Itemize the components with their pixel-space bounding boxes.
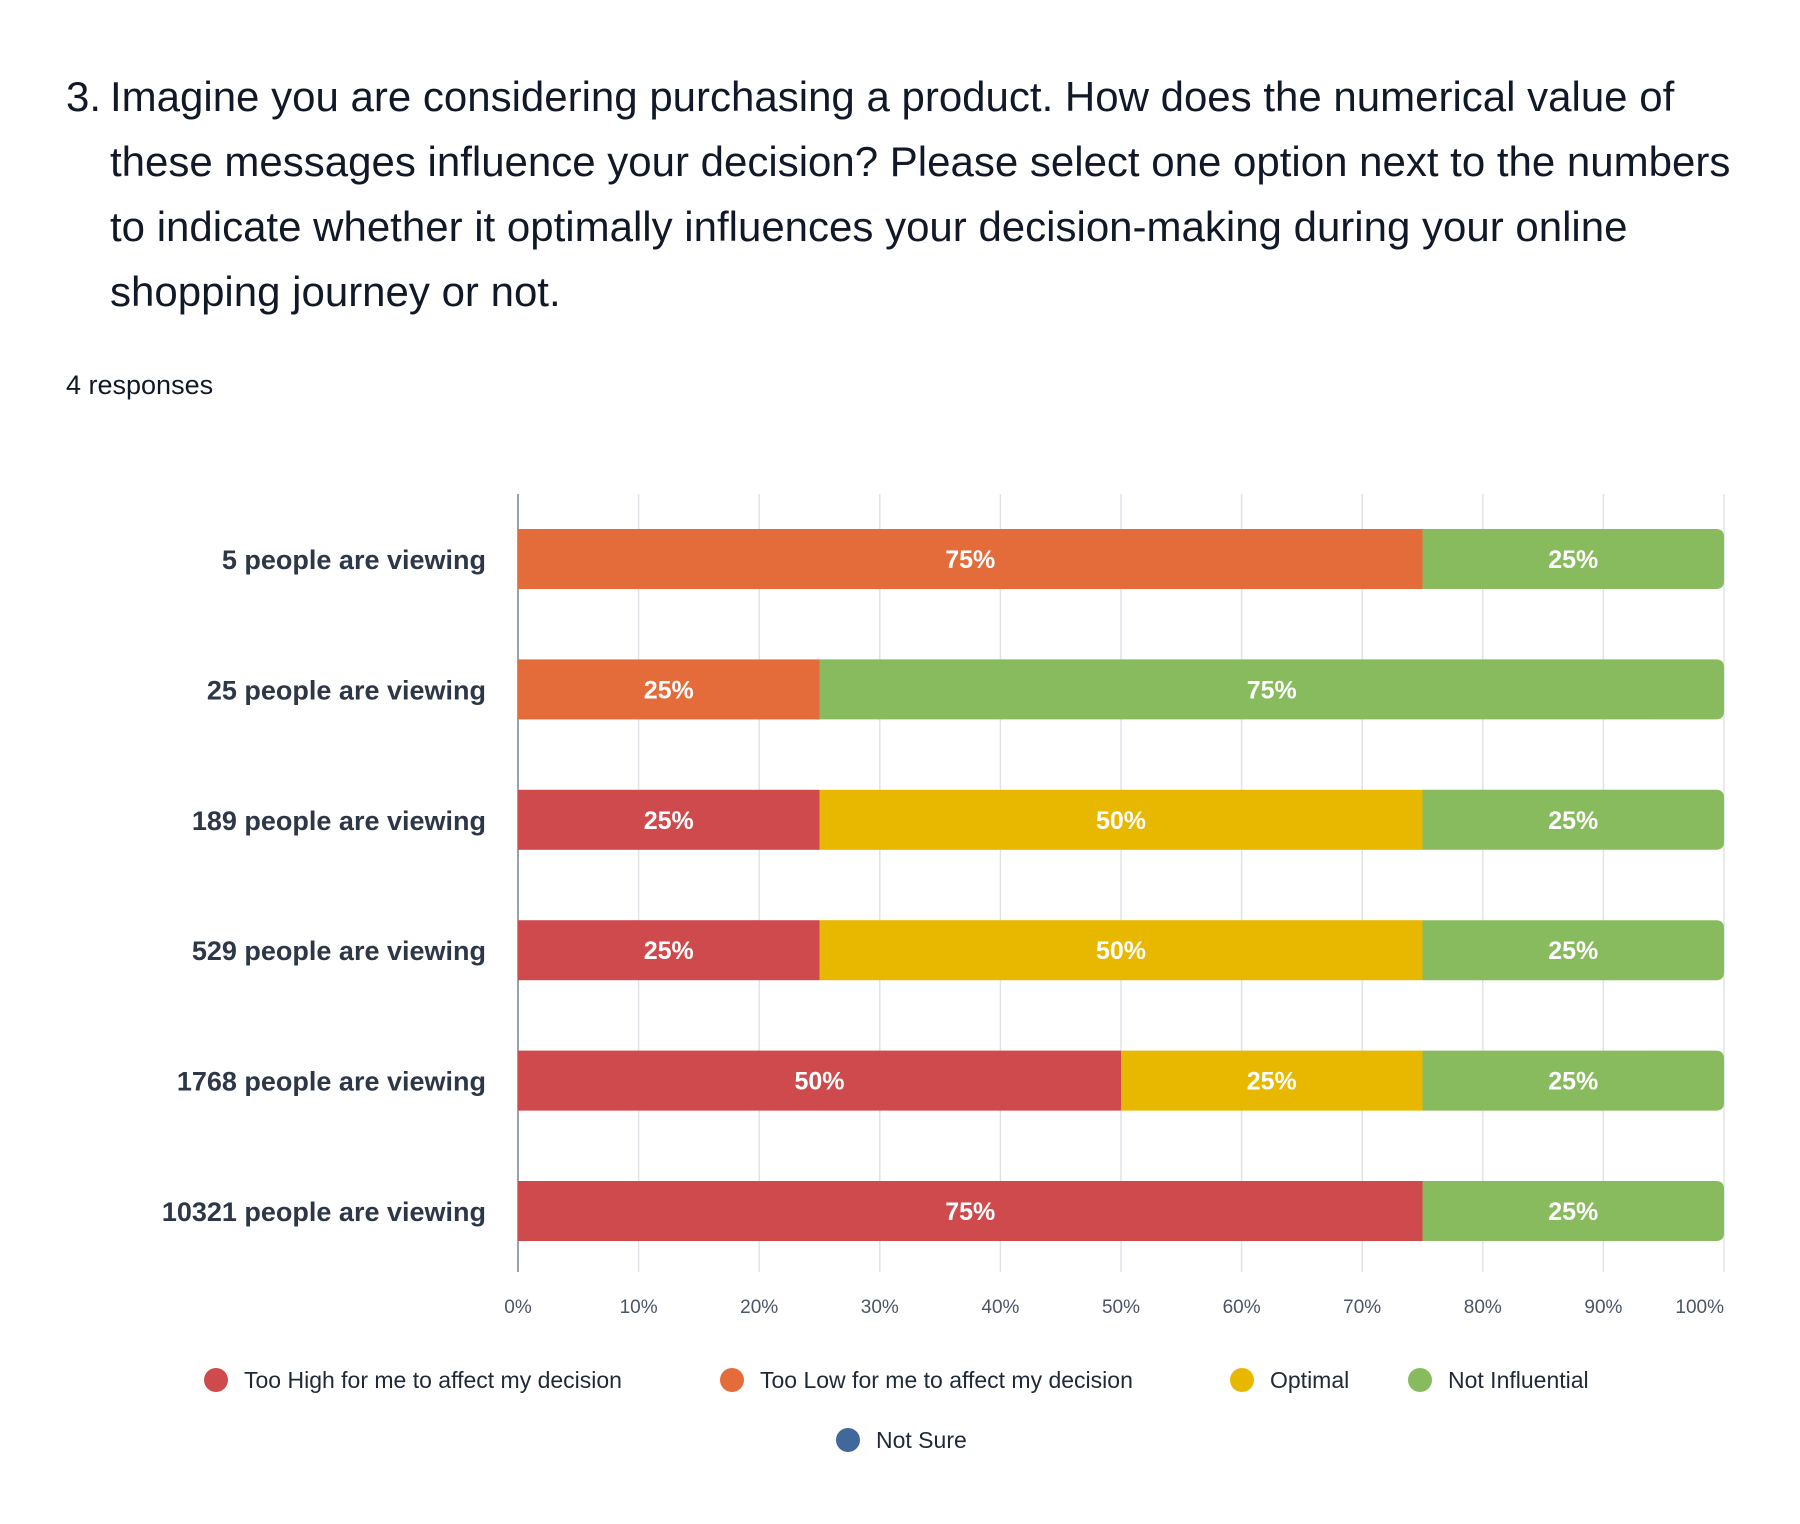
legend-item[interactable]: Not Influential	[1408, 1367, 1589, 1393]
bar-segment	[1422, 789, 1724, 850]
bars: 75% 25% 25% 75% 25% 50% 25% 25% 50% 25% 50% 25% 25% 7…	[518, 529, 1724, 1241]
question-text: Imagine you are considering purchasing a…	[110, 73, 1731, 315]
data-label: 25%	[644, 676, 694, 704]
legend-label: Too High for me to affect my decision	[244, 1367, 622, 1393]
data-label: 50%	[1096, 807, 1146, 835]
data-label: 25%	[1548, 807, 1598, 835]
x-tick-label: 70%	[1343, 1297, 1381, 1318]
bar-segment	[518, 1181, 1423, 1241]
category-label: 10321 people are viewing	[162, 1197, 486, 1227]
bar-segment	[518, 789, 820, 850]
data-label: 50%	[794, 1068, 844, 1096]
bar-segment	[1422, 1181, 1724, 1241]
question-number: 3.	[66, 73, 102, 120]
x-tick-label: 10%	[620, 1297, 658, 1318]
bar-segment	[1422, 1050, 1724, 1111]
category-label: 529 people are viewing	[192, 936, 486, 966]
gridlines	[517, 494, 1725, 1272]
legend-label: Too Low for me to affect my decision	[760, 1367, 1133, 1393]
legend-swatch	[204, 1368, 228, 1392]
x-tick-label: 90%	[1584, 1297, 1622, 1318]
category-label: 1768 people are viewing	[177, 1067, 486, 1097]
legend-item[interactable]: Optimal	[1230, 1367, 1349, 1393]
x-tick-label: 0%	[504, 1297, 532, 1318]
response-count: 4 responses	[66, 370, 214, 400]
legend-item[interactable]: Too High for me to affect my decision	[204, 1367, 622, 1393]
category-labels: 5 people are viewing 25 people are viewin…	[162, 545, 486, 1227]
data-label: 75%	[945, 1198, 995, 1226]
bar-segment	[1121, 1050, 1423, 1111]
legend: Too High for me to affect my decision Too…	[204, 1367, 1589, 1453]
legend-item[interactable]: Not Sure	[836, 1427, 967, 1453]
legend-label: Optimal	[1270, 1367, 1349, 1393]
legend-label: Not Sure	[876, 1427, 967, 1453]
data-label: 75%	[945, 546, 995, 574]
data-label: 25%	[1548, 546, 1598, 574]
bar-segment	[518, 659, 820, 720]
x-tick-label: 50%	[1102, 1297, 1140, 1318]
x-tick-label: 40%	[981, 1297, 1019, 1318]
legend-swatch	[1408, 1368, 1432, 1392]
bar-segment	[1422, 529, 1724, 589]
x-tick-label: 30%	[861, 1297, 899, 1318]
bar-segment	[518, 920, 820, 981]
data-label: 25%	[1548, 1198, 1598, 1226]
legend-swatch	[836, 1428, 860, 1452]
x-tick-label: 80%	[1464, 1297, 1502, 1318]
bar-segment	[518, 1050, 1121, 1111]
legend-label: Not Influential	[1448, 1367, 1589, 1393]
question-title: 3. Imagine you are considering purchasin…	[66, 64, 1746, 324]
x-tick-label: 100%	[1675, 1297, 1724, 1318]
data-label: 25%	[1548, 937, 1598, 965]
data-label: 25%	[644, 807, 694, 835]
bar-segment	[1422, 920, 1724, 981]
data-label: 50%	[1096, 937, 1146, 965]
data-label: 25%	[1548, 1068, 1598, 1096]
bar-segment	[819, 789, 1423, 850]
data-label: 75%	[1247, 676, 1297, 704]
legend-item[interactable]: Too Low for me to affect my decision	[720, 1367, 1133, 1393]
category-label: 25 people are viewing	[207, 675, 486, 705]
legend-swatch	[720, 1368, 744, 1392]
bar-segment	[518, 529, 1423, 589]
category-label: 189 people are viewing	[192, 806, 486, 836]
category-label: 5 people are viewing	[222, 545, 486, 575]
x-tick-label: 60%	[1223, 1297, 1261, 1318]
bar-segment	[819, 659, 1724, 720]
data-label: 25%	[1247, 1068, 1297, 1096]
legend-swatch	[1230, 1368, 1254, 1392]
x-axis-ticks: 0% 10% 20% 30% 40% 50% 60% 70% 80% 90% 100%	[504, 1297, 1724, 1318]
data-label: 25%	[644, 937, 694, 965]
bar-segment	[819, 920, 1423, 981]
x-tick-label: 20%	[740, 1297, 778, 1318]
